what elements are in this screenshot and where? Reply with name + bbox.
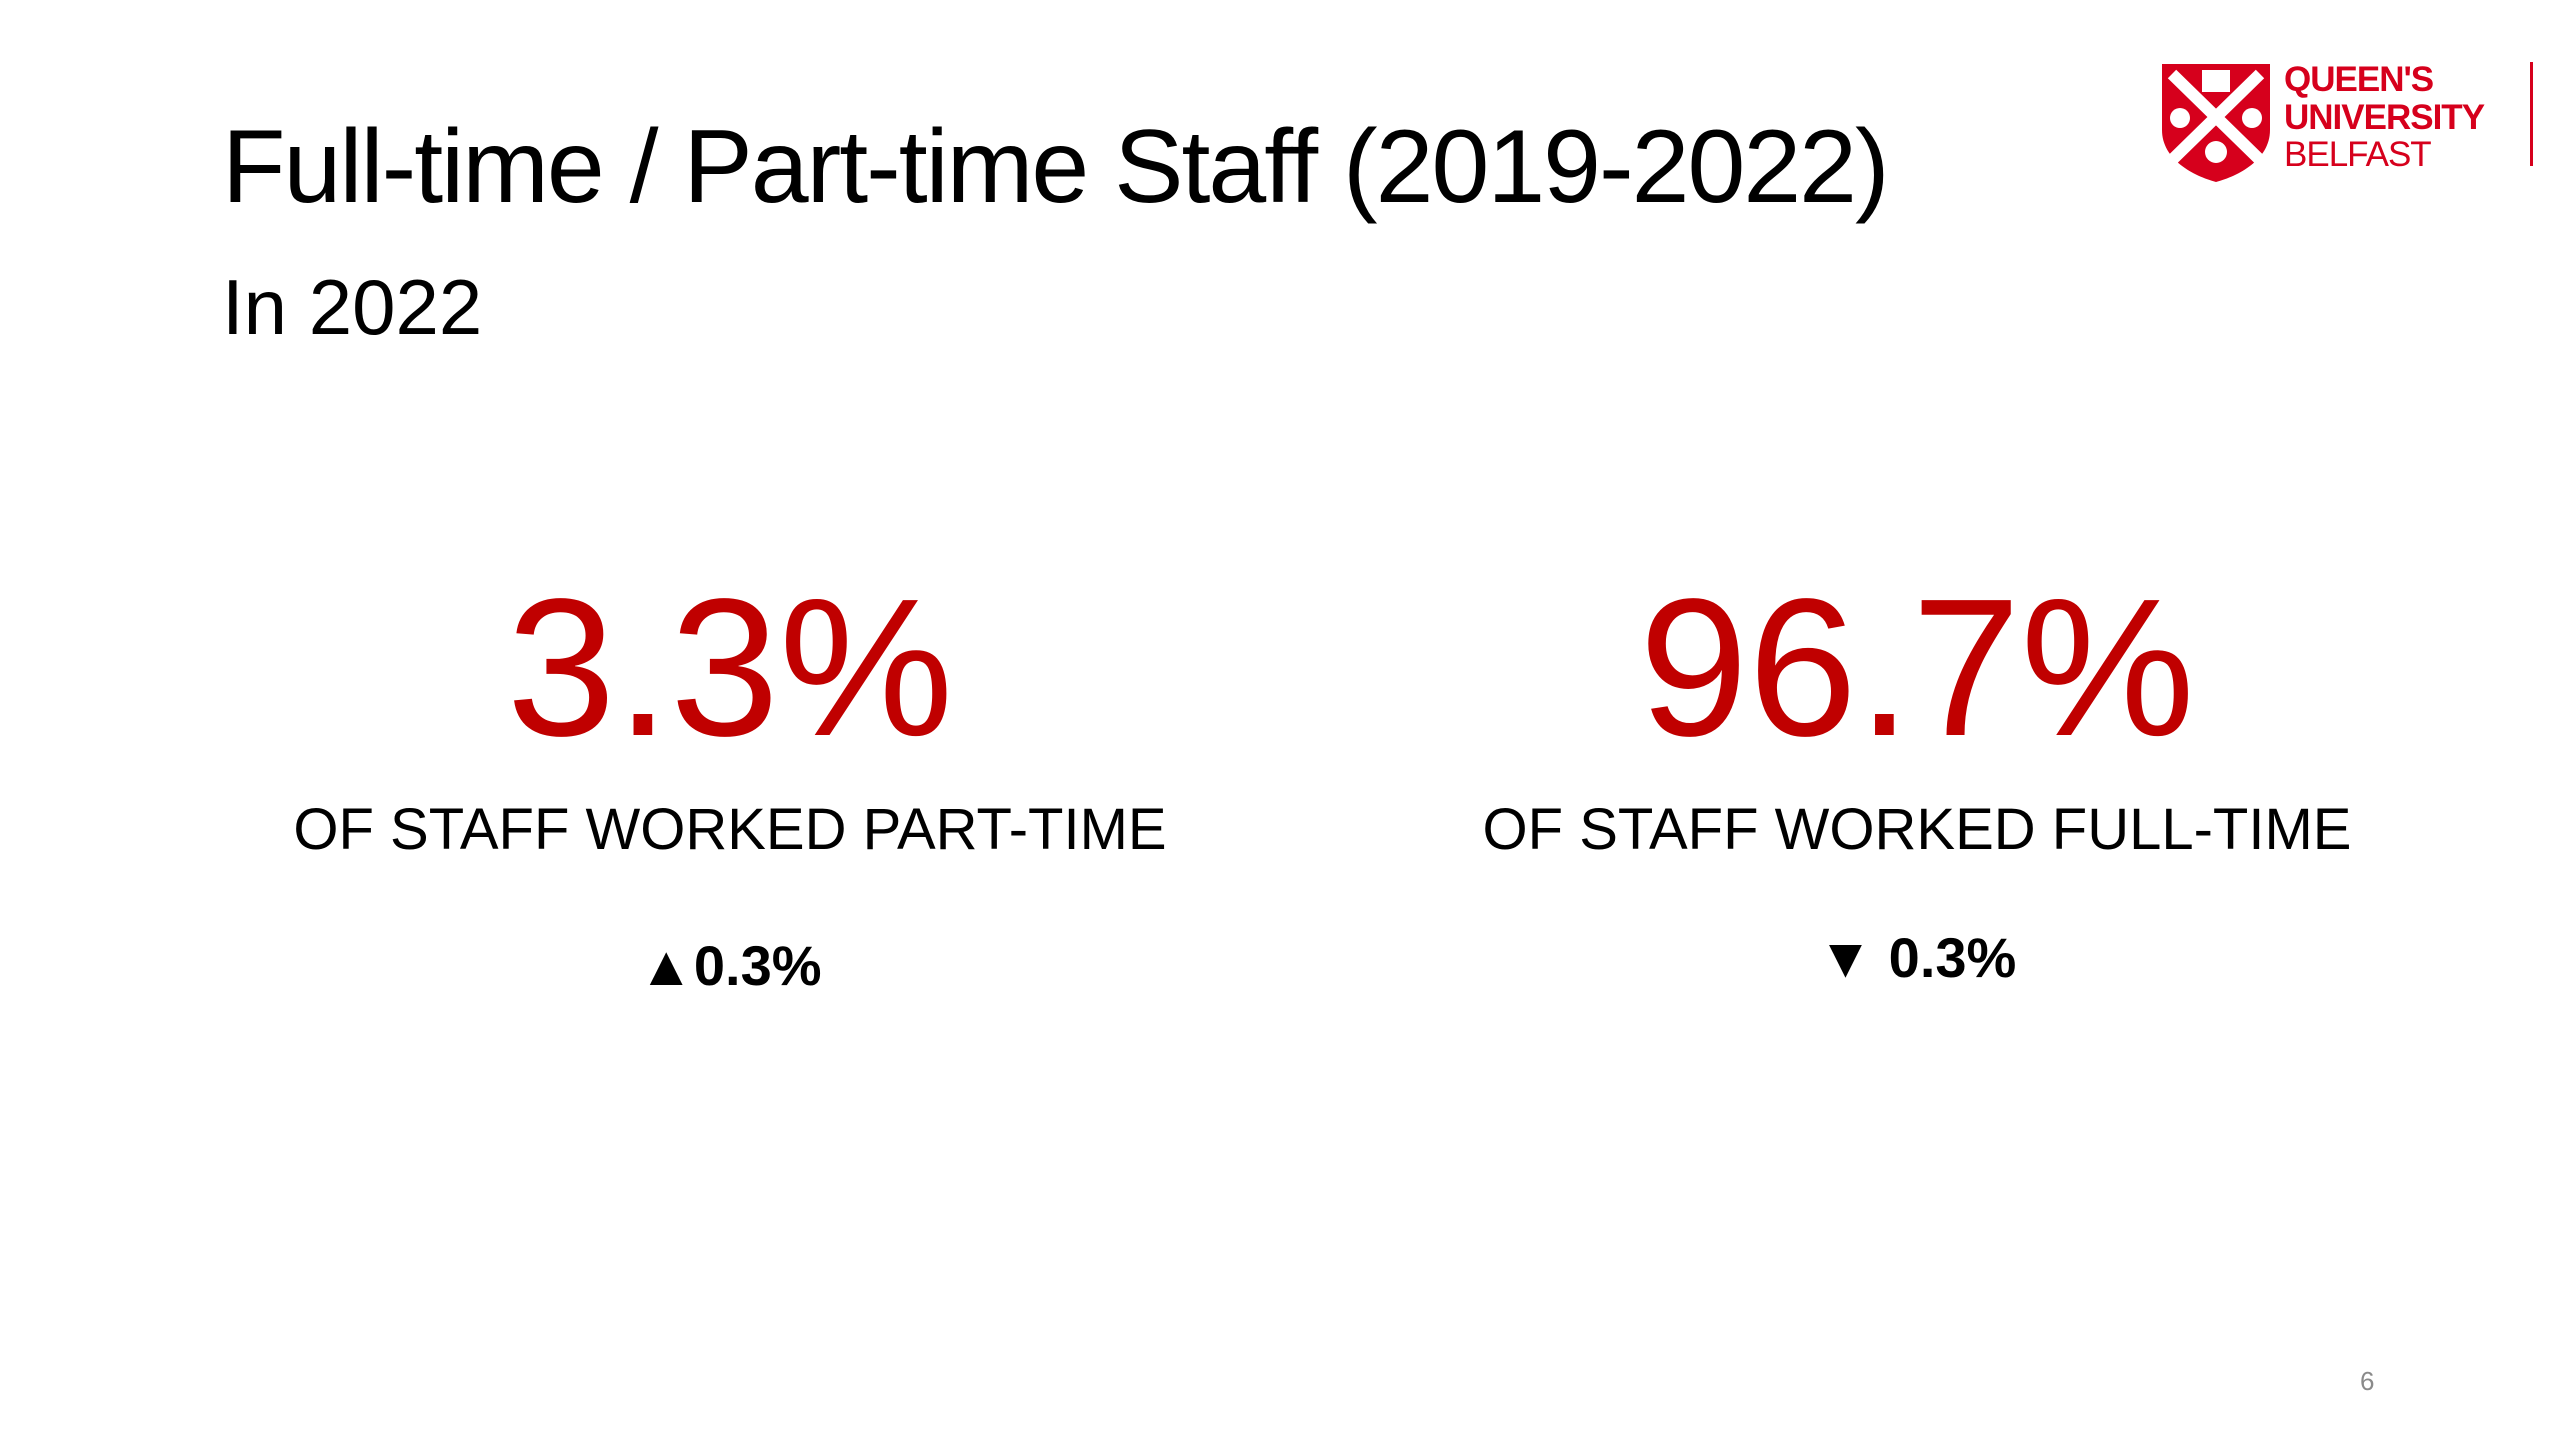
stat-value: 3.3% (506, 558, 954, 777)
slide-title: Full-time / Part-time Staff (2019-2022) (222, 109, 1890, 225)
logo-shield (2162, 64, 2270, 182)
slide-subtitle: In 2022 (222, 263, 483, 351)
stat-change: ▲0.3% (638, 933, 822, 997)
stat-block: 3.3% OF STAFF WORKED PART-TIME ▲0.3% (180, 560, 1280, 998)
stat-value: 96.7% (1639, 558, 2195, 777)
logo-text: UNIVERSITY (2284, 98, 2485, 137)
logo-text: BELFAST (2284, 135, 2432, 174)
logo-text: QUEEN'S (2284, 60, 2434, 99)
stat-label: OF STAFF WORKED FULL-TIME (1482, 796, 2352, 862)
page-number: 6 (2360, 1366, 2375, 1396)
stat-change: ▼ 0.3% (1817, 925, 2017, 989)
logo-divider (2530, 62, 2533, 166)
stat-label: OF STAFF WORKED PART-TIME (293, 796, 1167, 862)
stat-block: 96.7% OF STAFF WORKED FULL-TIME ▼ 0.3% (1367, 560, 2467, 990)
